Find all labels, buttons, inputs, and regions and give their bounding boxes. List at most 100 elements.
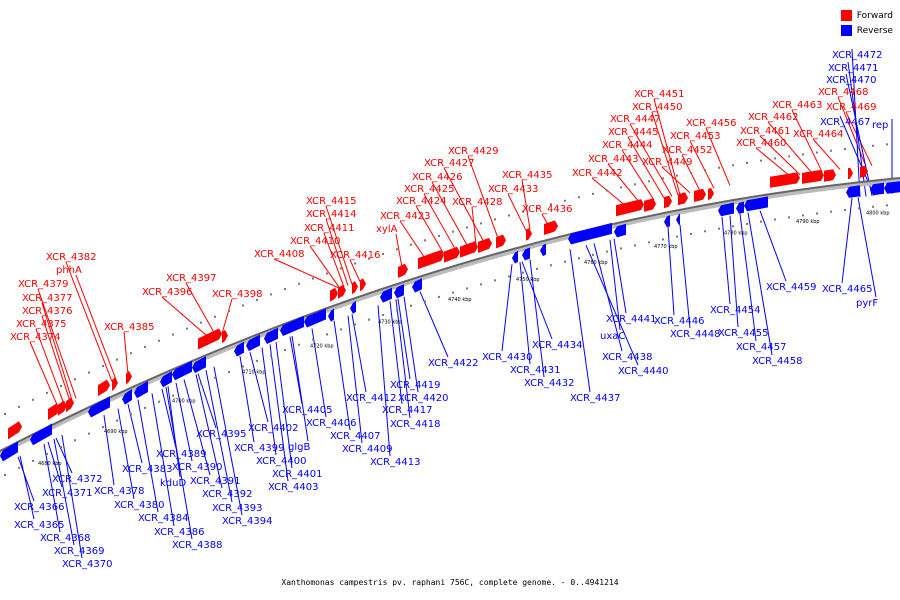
- forward-gene-label[interactable]: XCR_4414: [306, 209, 357, 220]
- forward-gene-label[interactable]: xylA: [376, 224, 398, 235]
- reverse-gene-arrow[interactable]: [134, 381, 148, 399]
- forward-gene-arrow[interactable]: [478, 237, 492, 253]
- reverse-gene-label[interactable]: XCR_4417: [382, 405, 433, 416]
- forward-gene-label[interactable]: XCR_4376: [22, 306, 73, 317]
- forward-gene-arrow[interactable]: [48, 403, 60, 420]
- forward-gene-label[interactable]: XCR_4396: [142, 287, 193, 298]
- reverse-gene-label[interactable]: XCR_4395: [196, 429, 247, 440]
- forward-gene-label[interactable]: XCR_4468: [818, 87, 869, 98]
- forward-gene-arrow[interactable]: [848, 167, 853, 180]
- reverse-gene-label[interactable]: XCR_4380: [114, 500, 165, 511]
- forward-gene-arrow[interactable]: [360, 278, 366, 292]
- forward-gene-label[interactable]: XCR_4424: [396, 196, 447, 207]
- forward-gene-label[interactable]: XCR_4415: [306, 196, 357, 207]
- reverse-gene-arrow[interactable]: [192, 356, 206, 374]
- forward-gene-label[interactable]: XCR_4423: [380, 211, 431, 222]
- reverse-gene-label[interactable]: XCR_4384: [138, 513, 189, 524]
- reverse-gene-label[interactable]: pyrF: [856, 298, 878, 309]
- forward-gene-arrow[interactable]: [824, 169, 836, 182]
- forward-gene-label[interactable]: XCR_4451: [634, 89, 685, 100]
- reverse-gene-arrow[interactable]: [88, 396, 110, 418]
- reverse-gene-label[interactable]: XCR_4365: [14, 520, 65, 531]
- forward-gene-label[interactable]: XCR_4453: [670, 131, 721, 142]
- forward-gene-label[interactable]: XCR_4375: [16, 319, 67, 330]
- reverse-gene-arrow[interactable]: [412, 278, 422, 293]
- reverse-gene-label[interactable]: XCR_4389: [156, 449, 207, 460]
- reverse-gene-arrow[interactable]: [512, 250, 518, 264]
- forward-gene-arrow[interactable]: [860, 165, 868, 178]
- forward-gene-label[interactable]: XCR_4382: [46, 252, 97, 263]
- forward-gene-arrow[interactable]: [544, 220, 558, 235]
- forward-gene-label[interactable]: XCR_4411: [304, 223, 355, 234]
- reverse-gene-label[interactable]: XCR_4400: [256, 456, 307, 467]
- forward-gene-arrow[interactable]: [444, 246, 460, 263]
- reverse-gene-arrow[interactable]: [122, 389, 132, 405]
- forward-gene-label[interactable]: XCR_4416: [330, 250, 381, 261]
- reverse-gene-label[interactable]: XCR_4431: [510, 365, 561, 376]
- forward-gene-label[interactable]: phhA: [56, 265, 82, 276]
- forward-gene-label[interactable]: XCR_4464: [793, 129, 844, 140]
- forward-gene-label[interactable]: XCR_4408: [254, 249, 305, 260]
- forward-gene-arrow[interactable]: [330, 287, 338, 302]
- reverse-gene-label[interactable]: XCR_4401: [272, 469, 323, 480]
- reverse-gene-label[interactable]: XCR_4369: [54, 546, 105, 557]
- reverse-gene-arrow[interactable]: [614, 223, 626, 238]
- reverse-gene-arrow[interactable]: [328, 308, 334, 322]
- reverse-gene-arrow[interactable]: [350, 300, 356, 314]
- reverse-gene-label[interactable]: XCR_4434: [532, 340, 583, 351]
- reverse-gene-label[interactable]: XCR_4437: [570, 393, 621, 404]
- forward-gene-arrow[interactable]: [398, 263, 408, 278]
- forward-gene-label[interactable]: XCR_4463: [772, 100, 823, 111]
- reverse-gene-arrow[interactable]: [304, 308, 326, 328]
- reverse-gene-arrow[interactable]: [394, 284, 404, 299]
- forward-gene-arrow[interactable]: [460, 241, 478, 258]
- reverse-gene-label[interactable]: XCR_4390: [172, 462, 223, 473]
- reverse-gene-label[interactable]: XCR_4459: [766, 282, 817, 293]
- reverse-gene-arrow[interactable]: [568, 222, 612, 245]
- reverse-gene-label[interactable]: XCR_4422: [428, 358, 479, 369]
- reverse-gene-label[interactable]: XCR_4412: [346, 393, 397, 404]
- forward-gene-arrow[interactable]: [198, 328, 222, 350]
- forward-gene-arrow[interactable]: [644, 198, 656, 212]
- reverse-gene-label[interactable]: XCR_4406: [306, 418, 357, 429]
- forward-gene-arrow[interactable]: [678, 192, 688, 206]
- reverse-gene-arrow[interactable]: [30, 423, 52, 446]
- reverse-gene-label[interactable]: XCR_4403: [268, 482, 319, 493]
- reverse-gene-label[interactable]: XCR_4368: [40, 533, 91, 544]
- forward-gene-label[interactable]: XCR_4450: [632, 102, 683, 113]
- forward-gene-label[interactable]: XCR_4442: [572, 168, 623, 179]
- forward-gene-label[interactable]: XCR_4469: [826, 102, 877, 113]
- reverse-gene-label[interactable]: XCR_4418: [390, 419, 441, 430]
- reverse-gene-label[interactable]: glgB: [288, 442, 310, 453]
- reverse-gene-label[interactable]: XCR_4413: [370, 457, 421, 468]
- forward-gene-arrow[interactable]: [770, 172, 800, 188]
- reverse-gene-arrow[interactable]: [522, 247, 530, 261]
- reverse-gene-label[interactable]: XCR_4393: [212, 503, 263, 514]
- reverse-gene-label[interactable]: XCR_4465: [822, 284, 873, 295]
- reverse-gene-arrow[interactable]: [172, 360, 192, 381]
- reverse-gene-arrow[interactable]: [246, 334, 260, 352]
- reverse-gene-label[interactable]: XCR_4470: [826, 75, 877, 86]
- forward-gene-arrow[interactable]: [58, 400, 67, 416]
- forward-gene-label[interactable]: XCR_4452: [662, 145, 713, 156]
- reverse-gene-arrow[interactable]: [744, 196, 768, 212]
- forward-gene-label[interactable]: XCR_4426: [412, 172, 463, 183]
- forward-gene-arrow[interactable]: [418, 250, 444, 270]
- reverse-gene-label[interactable]: XCR_4440: [618, 366, 669, 377]
- reverse-gene-label[interactable]: kduD: [160, 478, 186, 489]
- reverse-gene-label[interactable]: XCR_4370: [62, 559, 113, 570]
- forward-gene-arrow[interactable]: [708, 187, 714, 200]
- forward-gene-arrow[interactable]: [112, 377, 118, 392]
- reverse-gene-arrow[interactable]: [846, 185, 860, 198]
- forward-gene-label[interactable]: XCR_4425: [404, 184, 455, 195]
- reverse-gene-arrow[interactable]: [0, 441, 18, 462]
- reverse-gene-label[interactable]: XCR_4438: [602, 352, 653, 363]
- forward-gene-arrow[interactable]: [98, 379, 110, 397]
- forward-gene-label[interactable]: XCR_4374: [10, 332, 61, 343]
- reverse-gene-arrow[interactable]: [160, 371, 172, 388]
- reverse-gene-label[interactable]: XCR_4378: [94, 486, 145, 497]
- forward-gene-arrow[interactable]: [496, 234, 506, 249]
- forward-gene-label[interactable]: XCR_4385: [104, 322, 155, 333]
- reverse-gene-label[interactable]: XCR_4386: [154, 527, 205, 538]
- forward-gene-label[interactable]: XCR_4428: [452, 197, 503, 208]
